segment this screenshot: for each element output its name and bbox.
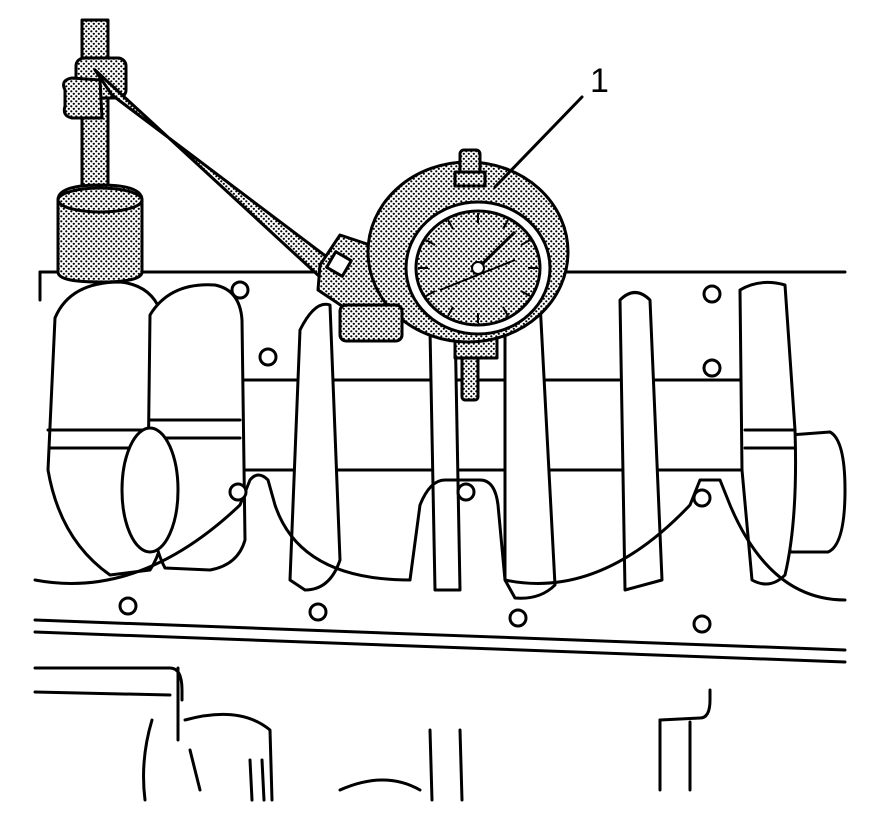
magnetic-base-stand [56,18,144,284]
indicator-arm [93,68,397,320]
callout-number: 1 [590,62,609,100]
main-bearing-bulkheads [33,280,847,602]
oil-pan-rail [33,596,847,802]
crankshaft [46,280,847,600]
callout-1: 1 [493,62,609,189]
dial-indicator [338,148,570,402]
callout-leader-line [493,95,584,189]
dial-needle [476,230,517,270]
dial-ticks [418,213,538,323]
